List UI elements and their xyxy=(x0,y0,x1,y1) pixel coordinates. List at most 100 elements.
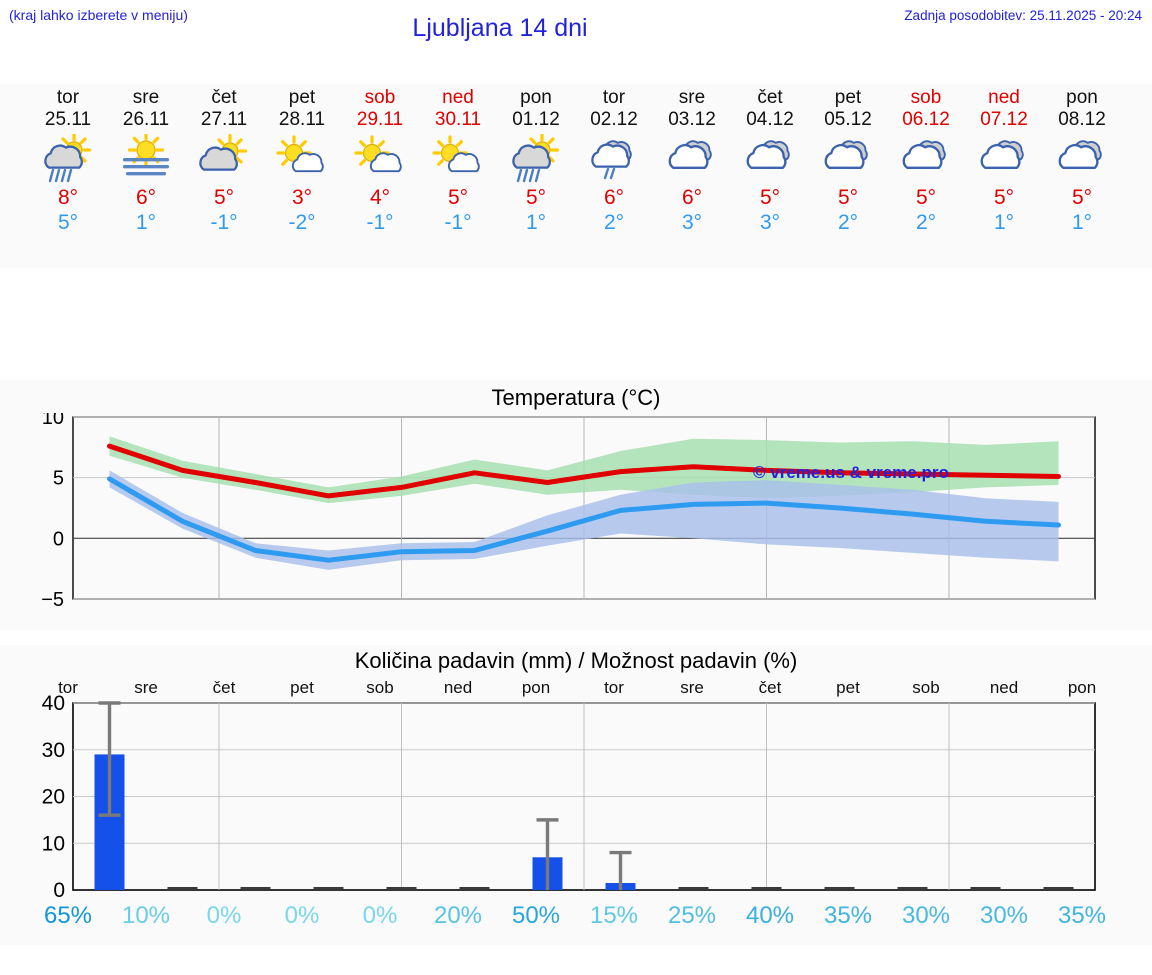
page-title: Ljubljana 14 dni xyxy=(412,14,588,42)
day-column[interactable]: tor 25.11 8° 5° xyxy=(29,84,107,235)
sun-cloud-rain-icon xyxy=(497,133,575,185)
cloudy-icon xyxy=(887,133,965,185)
min-temperature-value: 2° xyxy=(915,211,937,234)
min-temperature-value: 2° xyxy=(837,211,859,234)
min-temperature-value: -1° xyxy=(210,211,238,234)
precipitation-probability-label: 0% xyxy=(362,902,398,929)
day-date-label: 27.11 xyxy=(200,109,248,130)
day-of-week-label: čet xyxy=(757,87,783,108)
day-column[interactable]: čet 27.11 5° -1° xyxy=(185,84,263,235)
min-temperature-value: 1° xyxy=(993,211,1015,234)
day-of-week-label: čet xyxy=(211,87,237,108)
axis-tick-label: 10 xyxy=(42,413,64,429)
axis-tick-label: 0 xyxy=(53,528,64,550)
day-column[interactable]: ned 07.12 5° 1° xyxy=(965,84,1043,235)
cloudy-icon xyxy=(653,133,731,185)
precipitation-probability-label: 50% xyxy=(511,902,561,929)
axis-tick-label: 5 xyxy=(53,468,64,490)
sun-small-cloud-icon xyxy=(263,133,341,185)
day-column[interactable]: sob 29.11 4° -1° xyxy=(341,84,419,235)
day-date-label: 30.11 xyxy=(434,109,482,130)
day-column[interactable]: pet 28.11 3° -2° xyxy=(263,84,341,235)
sun-cloud-icon xyxy=(185,133,263,185)
precip-day-label: pon xyxy=(1067,678,1097,697)
day-of-week-label: pon xyxy=(520,87,552,108)
day-column[interactable]: pet 05.12 5° 2° xyxy=(809,84,887,235)
min-temperature-value: 3° xyxy=(681,211,703,234)
max-temperature-value: 5° xyxy=(915,186,937,209)
sun-fog-icon xyxy=(107,133,185,185)
max-temperature-value: 4° xyxy=(369,186,391,209)
day-of-week-label: ned xyxy=(988,87,1020,108)
max-temperature-value: 5° xyxy=(213,186,235,209)
temperature-chart-svg: 10 5 0 −5 © vreme.us & vreme.pro xyxy=(41,413,1096,611)
day-column[interactable]: čet 04.12 5° 3° xyxy=(731,84,809,235)
day-date-label: 01.12 xyxy=(512,109,560,130)
precipitation-probability-label: 30% xyxy=(979,902,1029,929)
axis-tick-label: 30 xyxy=(42,739,65,762)
precip-day-label: pet xyxy=(836,678,860,697)
day-column[interactable]: pon 08.12 5° 1° xyxy=(1043,84,1121,235)
day-column[interactable]: sre 26.11 6° 1° xyxy=(107,84,185,235)
precip-day-label: sob xyxy=(912,678,940,697)
cloudy-icon xyxy=(965,133,1043,185)
precip-day-label: tor xyxy=(604,678,624,697)
day-of-week-label: tor xyxy=(56,87,80,108)
min-temperature-value: 5° xyxy=(57,211,79,234)
day-of-week-label: pet xyxy=(834,87,862,108)
precip-day-label: čet xyxy=(758,678,782,697)
precipitation-probability-label: 40% xyxy=(745,902,795,929)
day-date-label: 04.12 xyxy=(746,109,794,130)
min-temperature-value: -1° xyxy=(366,211,394,234)
min-temperature-value: -1° xyxy=(444,211,472,234)
axis-tick-label: 0 xyxy=(53,879,65,900)
day-column[interactable]: sob 06.12 5° 2° xyxy=(887,84,965,235)
max-temperature-value: 3° xyxy=(291,186,313,209)
precipitation-probability-label: 30% xyxy=(901,902,951,929)
precipitation-probability-label: 65% xyxy=(43,902,93,929)
max-temperature-value: 5° xyxy=(837,186,859,209)
day-of-week-label: ned xyxy=(442,87,474,108)
day-of-week-label: sre xyxy=(678,87,706,108)
precipitation-probability-label: 0% xyxy=(206,902,242,929)
precip-day-label: tor xyxy=(58,678,78,697)
day-of-week-label: sob xyxy=(910,87,942,108)
temperature-chart-title: Temperatura (°C) xyxy=(491,385,661,410)
day-column[interactable]: pon 01.12 5° 1° xyxy=(497,84,575,235)
spacer xyxy=(0,268,1152,380)
precipitation-probability-label: 25% xyxy=(667,902,717,929)
precipitation-probability-label: 35% xyxy=(823,902,873,929)
precipitation-chart-title: Količina padavin (mm) / Možnost padavin … xyxy=(354,648,798,673)
min-temperature-value: 1° xyxy=(525,211,547,234)
axis-tick-label: © vreme.us & vreme.pro xyxy=(753,463,949,482)
day-date-label: 07.12 xyxy=(980,109,1028,130)
day-date-label: 29.11 xyxy=(356,109,404,130)
precipitation-probability-label: 20% xyxy=(433,902,483,929)
min-temperature-value: 1° xyxy=(1071,211,1093,234)
precipitation-probability-label: 10% xyxy=(121,902,171,929)
max-temperature-value: 5° xyxy=(993,186,1015,209)
max-temperature-value: 5° xyxy=(1071,186,1093,209)
sun-small-cloud-icon xyxy=(341,133,419,185)
day-date-label: 06.12 xyxy=(902,109,950,130)
sun-small-cloud-icon xyxy=(419,133,497,185)
min-temperature-value: -2° xyxy=(288,211,316,234)
day-of-week-label: sre xyxy=(132,87,160,108)
cloudy-icon xyxy=(809,133,887,185)
precip-day-label: čet xyxy=(212,678,236,697)
precip-day-label: ned xyxy=(989,678,1019,697)
day-of-week-label: pon xyxy=(1066,87,1098,108)
min-temperature-value: 1° xyxy=(135,211,157,234)
day-column[interactable]: tor 02.12 6° 2° xyxy=(575,84,653,235)
precip-day-label: sre xyxy=(134,678,158,697)
day-column[interactable]: sre 03.12 6° 3° xyxy=(653,84,731,235)
precip-day-label: pon xyxy=(521,678,551,697)
cloudy-icon xyxy=(1043,133,1121,185)
day-of-week-label: pet xyxy=(288,87,316,108)
max-temperature-value: 8° xyxy=(57,186,79,209)
day-column[interactable]: ned 30.11 5° -1° xyxy=(419,84,497,235)
day-date-label: 02.12 xyxy=(590,109,638,130)
menu-hint-text: (kraj lahko izberete v meniju) xyxy=(9,7,188,23)
precip-day-label: sre xyxy=(680,678,704,697)
day-date-label: 28.11 xyxy=(278,109,326,130)
